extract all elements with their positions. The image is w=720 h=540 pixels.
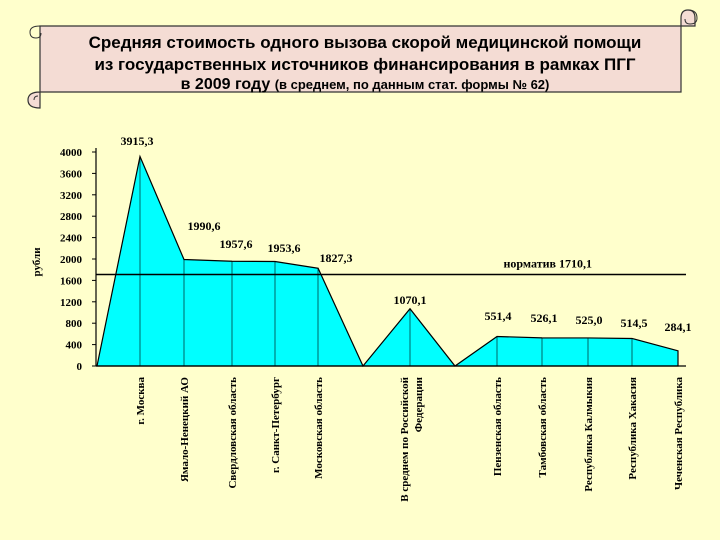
y-tick-label: 400 <box>66 340 83 352</box>
chart-title-line-3: в 2009 году (в среднем, по данным стат. … <box>40 76 690 94</box>
scroll-body <box>27 9 696 109</box>
scroll-curl-right <box>684 9 698 25</box>
reference-line-label: норматив 1710,1 <box>504 257 592 271</box>
data-label: 514,5 <box>621 316 648 330</box>
chart-title-line-1: Средняя стоимость одного вызова скорой м… <box>88 33 642 52</box>
x-category-label: г. Москва <box>135 377 147 425</box>
y-tick-label: 3200 <box>60 190 83 202</box>
x-category-label: Республика Калмыкия <box>583 377 595 492</box>
y-tick-label: 800 <box>66 318 83 330</box>
data-label: 1070,1 <box>394 293 427 307</box>
y-tick-label: 2000 <box>60 254 83 266</box>
y-tick-label: 1200 <box>60 297 83 309</box>
data-label: 1827,3 <box>320 251 353 265</box>
y-tick-label: 1600 <box>60 275 83 287</box>
data-label: 284,1 <box>665 320 692 334</box>
chart-title-line-2: из государственных источников финансиров… <box>94 55 636 74</box>
x-category-label: Республика Хакасия <box>627 377 639 480</box>
y-tick-label: 0 <box>77 361 83 373</box>
y-tick-label: 4000 <box>60 147 83 159</box>
y-axis-label: рубли <box>31 247 43 277</box>
y-tick-label: 2400 <box>60 233 83 245</box>
x-category-label: Московская область <box>313 377 325 479</box>
x-category-label: Тамбовская область <box>537 377 549 478</box>
x-category-label: Федерации <box>413 376 425 432</box>
x-category-label: г. Санкт-Петербург <box>270 377 282 473</box>
data-label: 551,4 <box>485 309 512 323</box>
x-category-label: Свердловская область <box>227 377 239 489</box>
data-label: 3915,3 <box>121 134 154 148</box>
data-label: 525,0 <box>576 313 603 327</box>
data-label: 1957,6 <box>220 237 253 251</box>
chart-title-note: (в среднем, по данным стат. формы № 62) <box>274 77 550 92</box>
scroll-curl-bottom <box>33 92 41 108</box>
data-label: 1990,6 <box>188 219 221 233</box>
data-label: 526,1 <box>531 311 558 325</box>
scroll-curl-left <box>29 25 42 39</box>
y-tick-label: 2800 <box>60 211 83 223</box>
y-tick-label: 3600 <box>60 168 83 180</box>
x-category-label: Ямало-Ненецкий АО <box>179 377 191 482</box>
x-category-label: В среднем по Российской <box>399 376 411 501</box>
chart-title-year: в 2009 году <box>180 76 271 93</box>
x-category-label: Чеченская Республика <box>673 377 685 490</box>
data-label: 1953,6 <box>268 241 301 255</box>
x-category-label: Пензенская область <box>492 377 504 476</box>
title-banner <box>27 9 698 109</box>
